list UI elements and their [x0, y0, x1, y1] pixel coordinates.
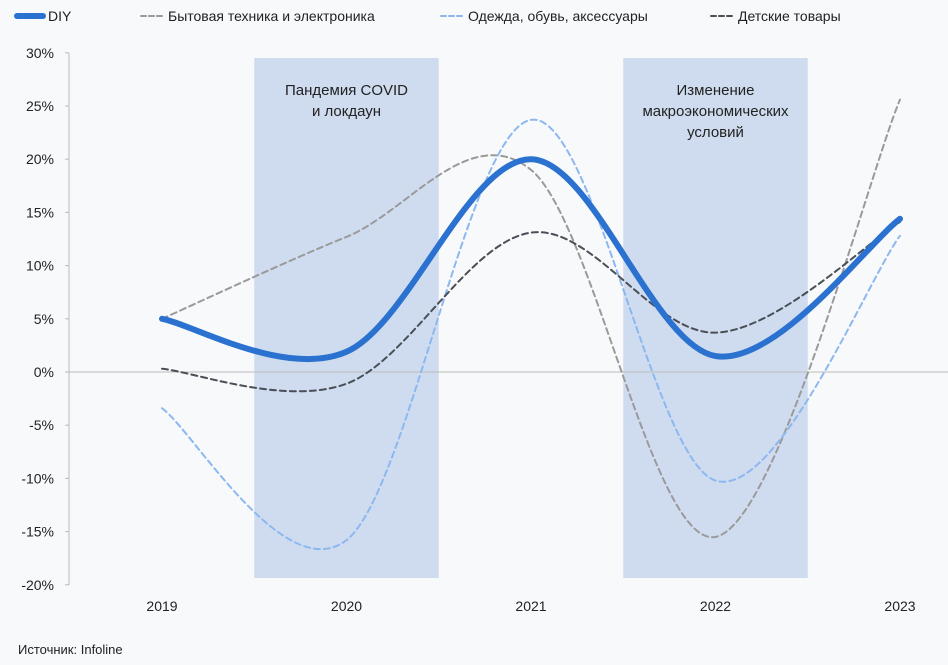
y-tick-label: -15% [21, 524, 54, 540]
legend-swatch [710, 15, 735, 17]
annotation-label: условий [687, 124, 744, 141]
legend-item: DIY [14, 8, 71, 24]
annotation-label: Изменение [677, 82, 755, 99]
y-tick-label: 15% [26, 204, 54, 220]
series-line-2 [161, 118, 901, 550]
x-tick-label: 2023 [884, 598, 915, 614]
y-tick-label: 5% [34, 311, 54, 327]
annotation-label: Пандемия COVID [285, 82, 408, 99]
series-line-0 [159, 156, 903, 363]
legend-label: Детские товары [738, 8, 841, 24]
x-tick-label: 2019 [146, 598, 177, 614]
legend-item: Детские товары [708, 8, 841, 24]
legend-item: Одежда, обувь, аксессуары [438, 8, 648, 24]
y-tick-label: -20% [21, 577, 54, 593]
legend-swatch [440, 15, 465, 17]
legend-label: Одежда, обувь, аксессуары [468, 8, 648, 24]
x-tick-label: 2022 [700, 598, 731, 614]
legend-swatch [14, 13, 46, 19]
annotation-band [254, 58, 439, 578]
annotation-band [623, 58, 808, 578]
y-tick-label: -10% [21, 470, 54, 486]
y-tick-label: 10% [26, 258, 54, 274]
x-tick-label: 2020 [331, 598, 362, 614]
y-tick-label: 0% [34, 364, 54, 380]
series-line-1 [161, 98, 901, 538]
legend-label: Бытовая техника и электроника [168, 8, 375, 24]
series-line-3 [161, 220, 901, 393]
legend-item: Бытовая техника и электроника [138, 8, 375, 24]
y-tick-label: 25% [26, 98, 54, 114]
annotation-label: макроэкономических [642, 103, 789, 120]
y-tick-label: 20% [26, 151, 54, 167]
y-tick-label: 30% [26, 45, 54, 61]
legend-swatch [140, 15, 165, 17]
legend: DIY Бытовая техника и электроника Одежда, … [0, 8, 948, 28]
source-note: Источник: Infoline [18, 642, 123, 657]
annotation-label: и локдаун [312, 103, 381, 120]
legend-label: DIY [48, 8, 72, 24]
x-tick-label: 2021 [515, 598, 546, 614]
y-tick-label: -5% [29, 417, 54, 433]
